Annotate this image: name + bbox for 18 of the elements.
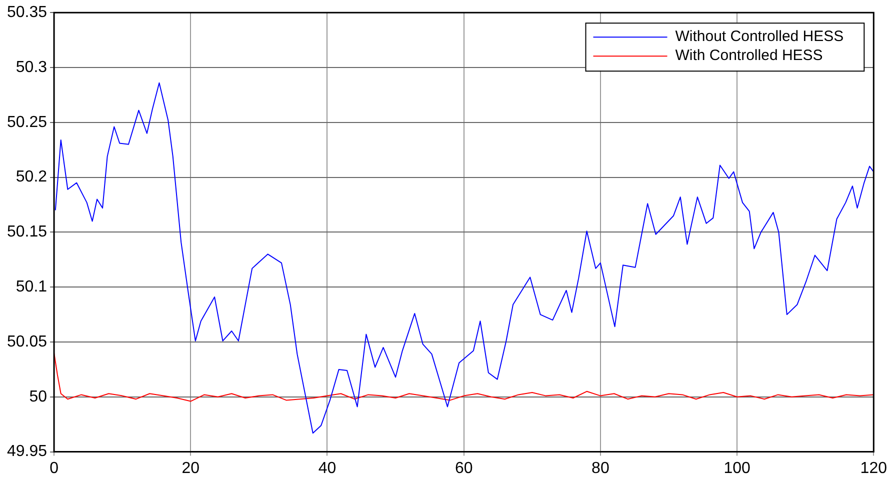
y-tick-label: 50 [29,388,48,406]
y-tick-label: 50.3 [16,58,48,76]
y-tick-label: 50.1 [16,278,48,296]
y-tick-label: 50.05 [6,333,48,350]
y-tick-label: 50.25 [6,114,48,131]
x-tick-label: 100 [724,460,750,477]
y-tick-label: 49.95 [6,443,48,460]
x-tick-label: 0 [50,460,59,477]
legend-label: Without Controlled HESS [675,28,844,46]
x-tick-label: 40 [318,460,336,477]
x-tick-label: 60 [454,460,473,477]
legend-label: With Controlled HESS [675,47,823,64]
x-tick-label: 80 [592,460,610,477]
y-tick-label: 50.35 [6,4,48,22]
x-tick-label: 120 [860,460,888,477]
x-tick-label: 20 [182,460,200,477]
y-tick-label: 50.15 [6,224,48,241]
y-tick-label: 50.2 [16,168,48,186]
